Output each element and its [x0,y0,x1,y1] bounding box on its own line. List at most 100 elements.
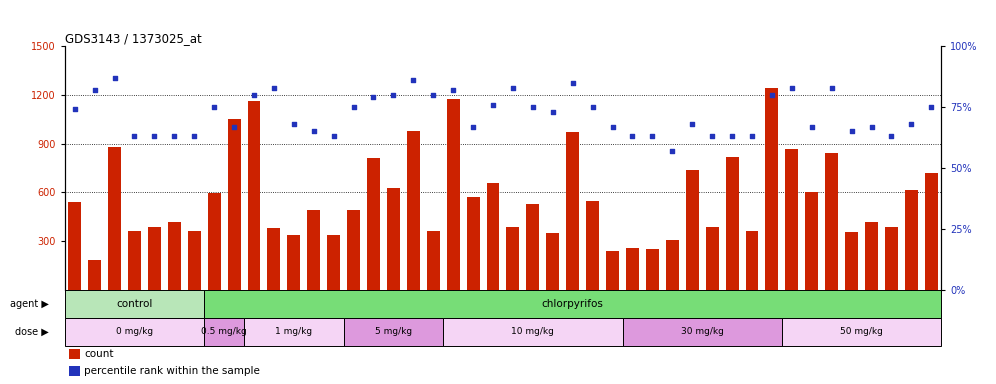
Bar [904,190,917,290]
Point [107,75,123,81]
Point [883,133,899,139]
Point [485,101,501,108]
Bar [68,202,81,290]
Point [684,121,700,127]
Bar [344,318,443,346]
Bar [606,251,619,290]
Point [744,133,760,139]
Bar [247,101,261,290]
Point [226,124,242,130]
Bar [622,318,782,346]
Text: count: count [84,349,114,359]
Point [346,104,362,110]
Text: chlorpyrifos: chlorpyrifos [542,299,604,309]
Bar [69,349,80,359]
Text: 30 mg/kg: 30 mg/kg [680,328,724,336]
Point [764,92,780,98]
Point [704,133,720,139]
Text: agent ▶: agent ▶ [10,299,49,309]
Bar [586,201,599,290]
Bar [625,248,639,290]
Point [724,133,740,139]
Bar [566,132,579,290]
Bar [924,173,937,290]
Point [445,87,461,93]
Bar [782,318,941,346]
Bar [506,227,519,290]
Bar [406,131,419,290]
Bar [65,318,204,346]
Bar [187,232,200,290]
Bar [446,99,459,290]
Point [605,124,621,130]
Point [405,77,421,83]
Bar [65,290,204,318]
Bar [805,192,818,290]
Bar [745,231,758,290]
Bar [466,197,479,290]
Point [525,104,541,110]
Bar [884,227,897,290]
Bar [69,366,80,376]
Bar [665,240,678,290]
Text: 5 mg/kg: 5 mg/kg [374,328,412,336]
Point [166,133,182,139]
Bar [845,232,858,290]
Point [585,104,601,110]
Bar [287,235,300,290]
Bar [207,193,220,290]
Text: 0.5 mg/kg: 0.5 mg/kg [201,328,247,336]
Point [126,133,142,139]
Bar [865,222,877,290]
Bar [127,231,141,290]
Point [864,124,879,130]
Bar [705,227,719,290]
Bar [307,210,320,290]
Point [246,92,262,98]
Point [186,133,202,139]
Point [545,109,561,115]
Bar [526,204,539,290]
Point [266,84,282,91]
Point [505,84,521,91]
Bar [204,290,941,318]
Bar [546,233,560,290]
Point [644,133,660,139]
Bar [765,88,778,290]
Bar [227,119,240,290]
Bar [386,188,399,290]
Point [286,121,302,127]
Bar [347,210,360,290]
Bar [486,183,499,290]
Bar [204,318,244,346]
Point [565,79,581,86]
Bar [645,249,659,290]
Point [366,94,381,100]
Point [824,84,840,91]
Point [87,87,103,93]
Point [306,128,322,134]
Point [465,124,481,130]
Point [664,148,680,154]
Point [146,133,162,139]
Text: GDS3143 / 1373025_at: GDS3143 / 1373025_at [65,32,201,45]
Bar [367,158,379,290]
Point [903,121,919,127]
Point [326,133,342,139]
Point [206,104,222,110]
Bar [88,260,102,290]
Text: 10 mg/kg: 10 mg/kg [511,328,555,336]
Point [804,124,820,130]
Point [784,84,800,91]
Bar [108,147,122,290]
Point [425,92,441,98]
Bar [443,318,622,346]
Point [624,133,640,139]
Bar [685,170,698,290]
Bar [167,222,181,290]
Bar [725,157,738,290]
Text: 1 mg/kg: 1 mg/kg [275,328,313,336]
Point [385,92,401,98]
Text: 50 mg/kg: 50 mg/kg [840,328,883,336]
Bar [147,227,161,290]
